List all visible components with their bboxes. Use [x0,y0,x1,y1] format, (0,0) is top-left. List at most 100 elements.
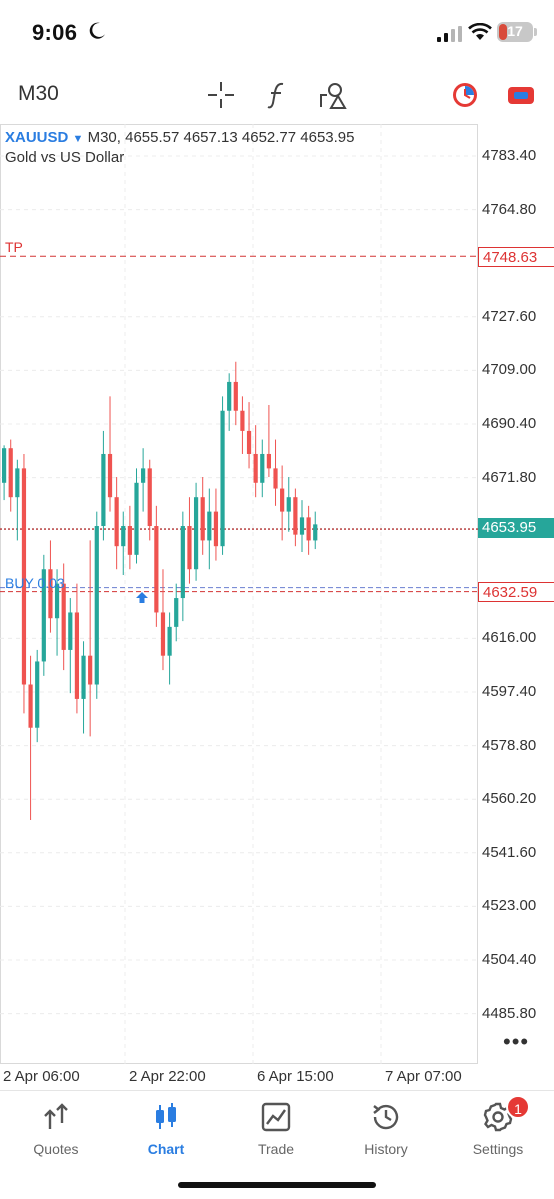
candle [154,505,159,627]
status-bar: 9:06 17 [0,0,554,64]
bull-candle-body [54,583,60,619]
candle [8,439,13,512]
bear-candle-body [8,448,13,498]
candle [141,448,146,512]
nav-label: History [364,1141,408,1157]
candle [273,439,278,506]
bull-candle-body [193,497,199,570]
symbol-period: M30 [87,129,117,146]
indicators-icon[interactable] [262,80,292,110]
candle [207,488,212,570]
candle [35,649,40,743]
bear-candle-body [246,430,252,454]
bull-candle-body [15,468,20,498]
price-tick-label: 4616.00 [482,629,537,647]
time-label: 7 Apr 07:00 [385,1068,462,1085]
battery-cap [534,28,537,36]
time-label: 6 Apr 15:00 [257,1068,334,1085]
candle [114,477,119,570]
bull-candle-body [207,511,212,541]
candle [15,459,20,541]
chart-toolbar: M30 [0,68,554,120]
nav-chart[interactable]: Chart [116,1101,216,1161]
price-tick-label: 4485.80 [482,1004,537,1022]
nav-history[interactable]: History [336,1101,436,1161]
chart-canvas[interactable] [0,124,554,1064]
bear-candle-body [88,655,93,685]
bear-candle-body [160,612,166,656]
candle [213,488,219,561]
price-tick-label: 4504.40 [482,951,537,968]
more-dots-icon[interactable]: ••• [503,1029,530,1054]
trade-levels [0,255,478,593]
candle [107,396,113,512]
nav-label: Settings [472,1141,524,1157]
candlestick-chart-icon [156,1103,176,1129]
nav-settings[interactable]: Settings 1 [448,1095,548,1161]
time-label: 2 Apr 06:00 [3,1068,80,1085]
candle [54,569,60,656]
bear-candle-body [127,526,132,555]
price-tick-label: 4578.80 [482,736,537,754]
nav-label: Quotes [33,1141,79,1157]
buy-price-badge: 4632.59 [478,582,554,602]
nav-label: Trade [257,1141,295,1157]
tp-label[interactable]: TP [5,239,23,255]
price-tick-label: 4727.60 [482,307,537,325]
price-chart[interactable]: XAUUSD ▼ M30, 4655.57 4657.13 4652.77 46… [0,124,554,1064]
candle [293,488,298,547]
bear-candle-body [114,497,119,547]
candle [187,497,192,584]
bear-candle-body [293,497,298,535]
candle [21,453,27,714]
candle [41,554,46,676]
symbol-info[interactable]: XAUUSD ▼ M30, 4655.57 4657.13 4652.77 46… [5,129,355,146]
symbol-name[interactable]: XAUUSD [5,129,69,146]
bear-candle-body [306,517,311,541]
candle [200,477,205,555]
bear-candle-body [61,583,66,650]
timeframe-button[interactable]: M30 [18,82,59,105]
bull-candle-body [68,612,73,650]
candles [1,361,318,820]
bull-candle-body [286,497,291,512]
bear-candle-body [74,612,80,699]
nav-trade[interactable]: Trade [226,1101,326,1161]
battery-level [499,24,507,40]
nav-label: Chart [147,1141,185,1157]
bear-candle-body [213,511,219,547]
bull-candle-body [41,569,46,662]
bear-candle-body [28,684,33,728]
bear-candle-body [253,453,258,483]
nav-quotes[interactable]: Quotes [6,1101,106,1161]
candle [88,540,93,737]
objects-icon[interactable] [318,80,348,110]
candle [160,569,166,671]
candle [81,641,86,734]
buy-position-label[interactable]: BUY 0.03 [5,575,65,591]
bull-candle-body [313,524,318,541]
candle [174,583,179,642]
candle [299,500,305,552]
bear-candle-body [107,453,113,498]
price-tick-label: 4783.40 [482,147,537,164]
bear-candle-body [233,381,238,411]
candle [134,468,139,564]
symbol-description: Gold vs US Dollar [5,149,125,166]
candle [246,402,252,469]
bear-candle-body [21,468,27,685]
bull-candle-body [167,626,172,656]
trade-chart-icon [261,1102,291,1132]
trade-clock-icon[interactable] [450,80,480,110]
bear-candle-body [154,526,159,613]
symbol-dropdown-icon[interactable]: ▼ [72,133,84,145]
bear-candle-body [240,410,245,431]
candle [127,505,132,570]
crosshair-icon[interactable] [206,80,236,110]
notification-badge: 1 [506,1095,530,1119]
bull-candle-body [180,526,185,599]
one-click-trading-icon[interactable] [506,80,536,110]
home-indicator [178,1182,376,1188]
bear-candle-body [273,468,278,489]
battery-text: 17 [507,23,523,39]
